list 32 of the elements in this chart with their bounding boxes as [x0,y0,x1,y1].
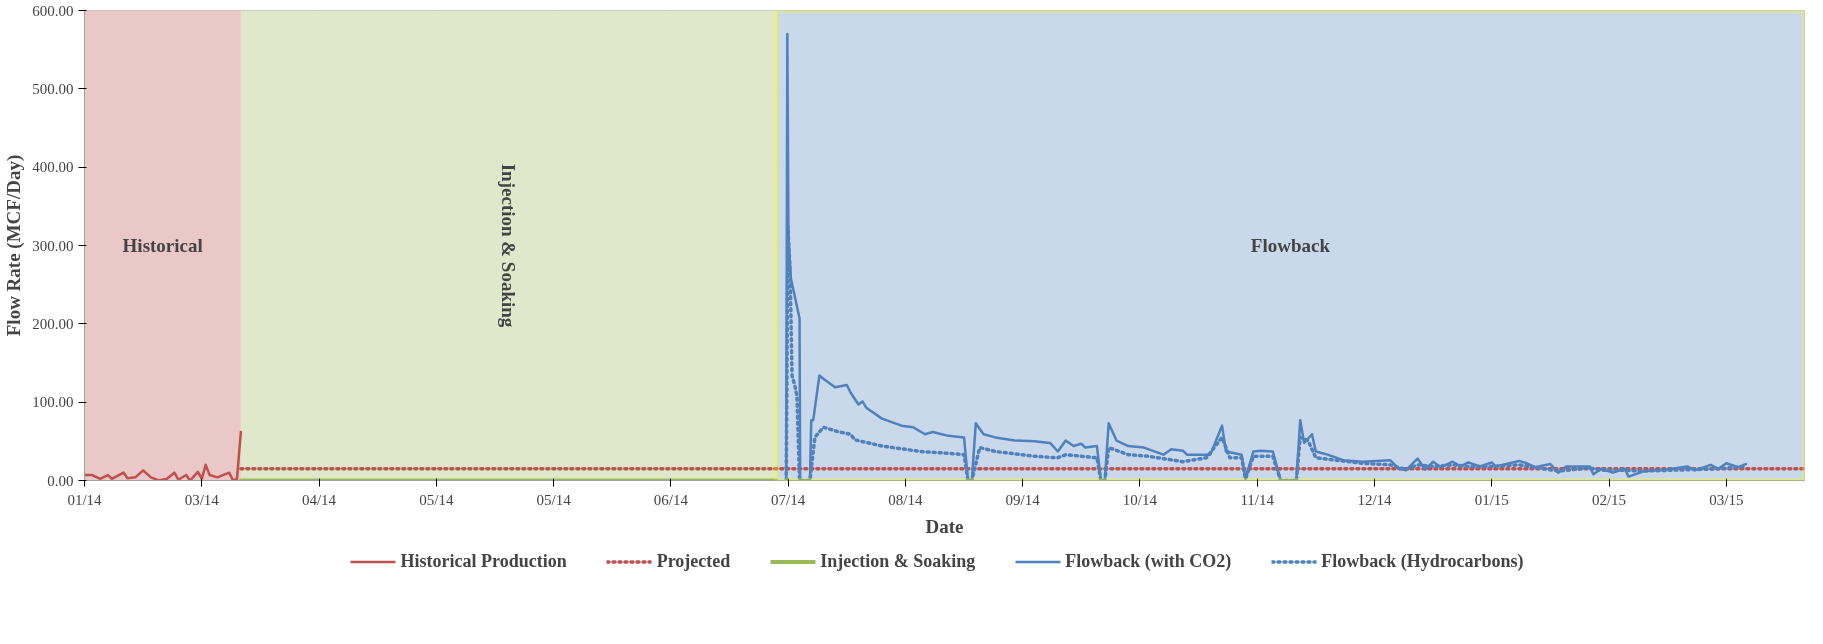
legend-label: Flowback (with CO2) [1065,550,1232,572]
x-tick-label: 07/14 [771,491,806,508]
y-tick-label: 200.00 [32,315,74,332]
band-label: Injection & Soaking [498,163,520,328]
legend-label: Historical Production [400,550,567,572]
y-axis-title: Flow Rate (MCF/Day) [3,154,26,337]
x-tick-label: 05/14 [419,491,454,508]
x-tick-label: 01/14 [67,491,103,508]
band-label: Historical [122,235,203,256]
x-tick-label: 08/14 [888,491,923,508]
legend-label: Injection & Soaking [820,550,976,572]
x-tick-label: 01/15 [1474,491,1509,508]
x-tick-label: 10/14 [1122,491,1158,508]
x-tick-label: 05/14 [536,491,572,508]
x-tick-label: 12/14 [1357,491,1393,508]
x-tick-label: 04/14 [301,491,337,508]
band-label: Flowback [1250,235,1331,256]
x-tick-label: 03/15 [1709,491,1744,508]
x-tick-label: 03/14 [184,491,220,508]
legend-label: Projected [656,550,731,572]
x-axis-title: Date [925,515,964,537]
x-tick-label: 09/14 [1005,491,1041,508]
y-tick-label: 300.00 [32,237,74,254]
y-tick-label: 100.00 [32,394,74,411]
x-tick-label: 11/14 [1240,491,1275,508]
y-tick-label: 500.00 [32,80,74,97]
y-tick-label: 400.00 [32,159,74,176]
x-tick-label: 02/15 [1591,491,1627,508]
legend-label: Flowback (Hydrocarbons) [1321,550,1524,572]
y-tick-label: 600.00 [32,2,74,19]
x-tick-label: 06/14 [653,491,689,508]
y-tick-label: 0.00 [47,472,74,489]
